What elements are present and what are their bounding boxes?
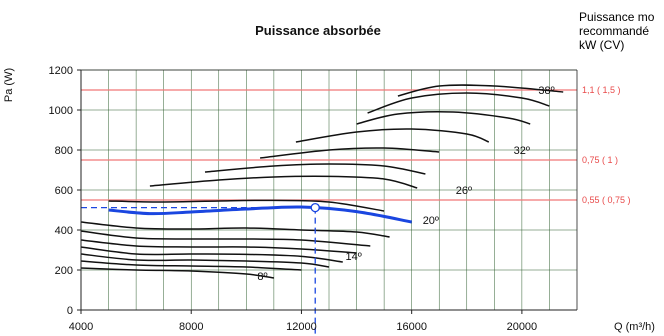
y-tick-label: 600 [55,185,73,197]
angle-label: 8º [257,271,267,283]
angle-label: 32º [514,145,530,157]
fan-curve [397,84,564,97]
x-tick-label: 8000 [179,321,203,333]
x-tick-label: 20000 [507,321,538,333]
y-tick-label: 0 [67,305,73,317]
y-tick-label: 400 [55,225,73,237]
operating-point [310,202,320,213]
fan-curve [367,92,550,114]
y-tick-label: 1000 [49,105,73,117]
right-title-line-2: recommandé [579,24,649,38]
fan-curve [356,110,531,125]
angle-label: 14º [346,251,362,263]
power-line-label: 1,1 ( 1,5 ) [582,85,621,95]
chart-title: Puissance absorbée [255,23,381,38]
y-tick-label: 200 [55,265,73,277]
fan-curve [204,163,426,175]
fan-curve [260,147,440,159]
right-title-line-1: Puissance mo [579,10,655,24]
curve-labels: 8º 14º 20º 26º 32º 38º [257,85,554,283]
x-tick-label: 16000 [396,321,427,333]
angle-label: 26º [456,185,472,197]
power-line-label: 0,55 ( 0,75 ) [582,195,631,205]
fan-curve [80,267,275,279]
axes: 4000 8000 12000 16000 20000 0 200 400 600 800 1000… [49,65,578,333]
curves [80,84,564,279]
power-line-label: 0,75 ( 1 ) [582,155,618,165]
fan-curve [80,260,302,271]
fan-curve [80,246,343,263]
power-lines: 0,55 ( 0,75 ) 0,75 ( 1 ) 1,1 ( 1,5 ) [81,85,631,205]
highlight-group [81,202,412,336]
fan-curve [149,175,418,189]
angle-label: 38º [538,85,554,97]
x-tick-label: 4000 [69,321,93,333]
right-axis-title: Puissance mo recommandé kW (CV) [579,10,655,52]
fan-curve [80,230,371,247]
fan-curve [80,239,357,254]
highlight-curve [108,205,412,224]
fan-curve [80,253,330,268]
grid [81,69,577,310]
angle-label: 20º [423,215,439,227]
right-title-line-3: kW (CV) [579,38,624,52]
y-tick-label: 1200 [49,65,73,77]
fan-curve [80,221,390,238]
x-axis-label: Q (m³/h) [614,321,655,333]
fan-curve [295,128,490,143]
y-tick-label: 800 [55,145,73,157]
y-axis-label: Pa (W) [3,68,15,102]
x-tick-label: 12000 [286,321,317,333]
fan-curve [108,199,385,212]
